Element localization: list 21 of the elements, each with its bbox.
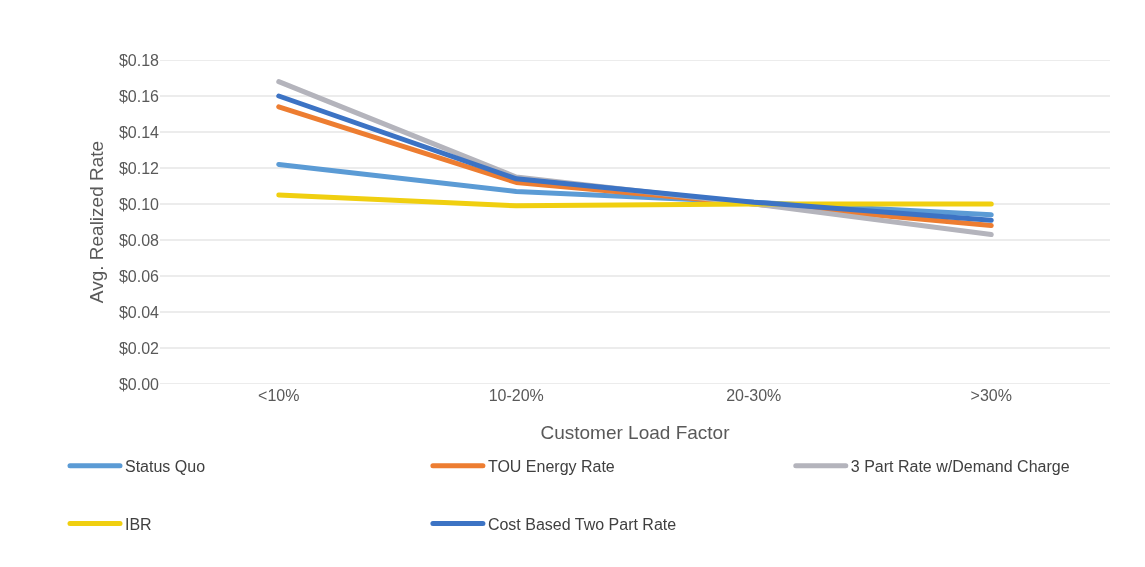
y-tick-label: $0.06: [118, 267, 160, 285]
legend-label: 3 Part Rate w/Demand Charge: [850, 457, 1070, 475]
y-tick-label: $0.08: [118, 231, 160, 249]
y-tick-label: $0.14: [118, 123, 160, 141]
y-tick-label: $0.16: [118, 87, 160, 105]
y-tick-label: $0.10: [118, 195, 160, 213]
y-tick-label: $0.00: [118, 375, 160, 393]
y-tick-label: $0.02: [118, 339, 160, 357]
y-axis-title: Avg. Realized Rate: [85, 140, 107, 304]
x-tick-label: >30%: [970, 387, 1012, 404]
legend-label: IBR: [125, 515, 152, 533]
x-tick-label: 20-30%: [726, 387, 782, 404]
y-tick-label: $0.04: [118, 303, 160, 321]
x-tick-label: 10-20%: [488, 387, 544, 404]
legend-label: TOU Energy Rate: [487, 457, 615, 475]
y-tick-label: $0.18: [118, 51, 160, 69]
legend-label: Cost Based Two Part Rate: [487, 515, 677, 533]
legend-label: Status Quo: [125, 457, 206, 475]
x-tick-label: <10%: [258, 387, 300, 404]
y-tick-label: $0.12: [118, 159, 160, 177]
x-axis-title: Customer Load Factor: [540, 421, 731, 443]
